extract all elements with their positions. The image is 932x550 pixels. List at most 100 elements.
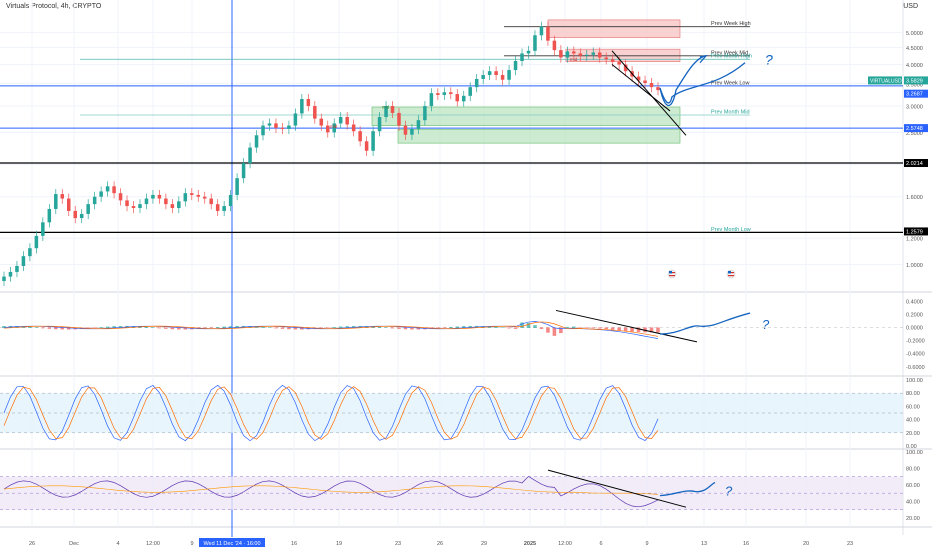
price-tick-label: 4.5000 bbox=[906, 46, 923, 52]
currency-label: USD bbox=[903, 3, 918, 10]
candle-body bbox=[345, 117, 349, 125]
macd-histogram-bar bbox=[267, 327, 272, 328]
level-label: Prev Month Low bbox=[711, 227, 751, 233]
macd-histogram-bar bbox=[559, 327, 563, 334]
macd-trendline bbox=[555, 309, 698, 343]
macd-histogram-bar bbox=[468, 325, 472, 328]
macd-histogram-bar bbox=[410, 327, 414, 330]
candle-body bbox=[274, 123, 278, 128]
macd-histogram-bar bbox=[261, 326, 265, 328]
supply-zone-high bbox=[547, 19, 681, 38]
macd-histogram-bar bbox=[319, 327, 324, 329]
x-tick-label: 12:00 bbox=[558, 541, 572, 547]
stoch-tick-label: 0.00 bbox=[906, 444, 917, 450]
candle-body bbox=[468, 87, 472, 96]
macd-histogram-bar bbox=[384, 327, 388, 328]
macd-tick-label: -0.4000 bbox=[906, 352, 925, 358]
rsi-tick-label: 80.00 bbox=[906, 466, 920, 472]
candle-body bbox=[125, 200, 129, 207]
x-tick-label: 12:00 bbox=[146, 541, 160, 547]
candle-body bbox=[332, 123, 337, 133]
candle-body bbox=[86, 204, 90, 214]
x-tick-label: 16 bbox=[291, 541, 297, 547]
macd-histogram-bar bbox=[630, 327, 634, 332]
x-tick-label: 23 bbox=[847, 541, 853, 547]
macd-histogram-bar bbox=[28, 326, 32, 328]
macd-histogram-bar bbox=[332, 327, 337, 328]
stoch-d-line bbox=[3, 386, 659, 440]
candle-body bbox=[623, 64, 628, 72]
zones-layer bbox=[371, 19, 681, 144]
rsi-projection bbox=[659, 481, 716, 497]
macd-histogram-bar bbox=[539, 327, 544, 329]
x-tick-label: Wed 11 Dec '24 · 16:00 bbox=[203, 541, 260, 547]
candle-body bbox=[403, 125, 408, 135]
x-tick-label: 9 bbox=[645, 541, 648, 547]
macd-histogram-bar bbox=[636, 327, 641, 333]
level-label: Prev Week Low bbox=[711, 80, 749, 86]
projection-arrow-2 bbox=[659, 62, 746, 104]
macd-histogram-bar bbox=[533, 325, 537, 328]
macd-histogram-bar bbox=[287, 327, 291, 330]
projection-arrow-1 bbox=[659, 55, 707, 107]
x-tick-label: 19 bbox=[336, 541, 342, 547]
candle-body bbox=[578, 53, 583, 56]
candle-body bbox=[254, 135, 259, 148]
candle-body bbox=[604, 57, 608, 60]
mid-annotation: mid bbox=[382, 104, 390, 109]
price-tag-text: 2.0214 bbox=[906, 161, 923, 167]
candle-body bbox=[481, 75, 485, 79]
candle-body bbox=[157, 194, 162, 199]
macd-histogram-bar bbox=[526, 323, 531, 328]
candle-body bbox=[423, 106, 427, 121]
macd-projection bbox=[659, 312, 751, 335]
macd-histogram-bar bbox=[377, 326, 382, 328]
macd-histogram-bar bbox=[397, 327, 401, 329]
candle-body bbox=[228, 194, 233, 207]
candle-body bbox=[410, 128, 414, 135]
price-tag-text: 3.5829 bbox=[906, 78, 923, 84]
x-tick-label: 6 bbox=[599, 541, 602, 547]
candles-layer[interactable] bbox=[2, 21, 660, 287]
macd-histogram-bar bbox=[461, 326, 466, 328]
candle-body bbox=[99, 191, 103, 197]
question-mark: ? bbox=[725, 484, 733, 499]
candle-body bbox=[235, 178, 239, 195]
price-tag-text: 3.2687 bbox=[906, 92, 923, 98]
candle-body bbox=[487, 71, 492, 76]
candle-body bbox=[54, 194, 58, 209]
level-label: Prev Month High bbox=[711, 54, 752, 60]
macd-histogram-bar bbox=[351, 325, 356, 328]
macd-tick-label: -0.6000 bbox=[906, 365, 925, 371]
stoch-tick-label: 60.00 bbox=[906, 404, 920, 410]
question-mark: ? bbox=[765, 52, 773, 68]
price-tick-label: 5.0000 bbox=[906, 31, 923, 37]
mid-annotation: mid bbox=[330, 124, 338, 129]
candle-body bbox=[47, 208, 52, 223]
candle-body bbox=[500, 75, 505, 80]
macd-tick-label: 0.0000 bbox=[906, 325, 923, 331]
candle-body bbox=[526, 50, 531, 54]
wedge-lower bbox=[611, 64, 671, 112]
macd-histogram-bar bbox=[144, 326, 149, 328]
macd-histogram-bar bbox=[170, 327, 175, 330]
candle-body bbox=[177, 201, 181, 208]
candle-body bbox=[287, 125, 291, 129]
price-tick-label: 3.0000 bbox=[906, 105, 923, 111]
candle-body bbox=[209, 198, 213, 205]
macd-histogram-bar bbox=[66, 327, 71, 330]
crosshair-time-tag bbox=[199, 538, 265, 547]
candle-body bbox=[60, 194, 65, 199]
macd-histogram-bar bbox=[183, 327, 188, 330]
macd-histogram-bar bbox=[222, 326, 226, 328]
price-tick-label: 4.0000 bbox=[906, 63, 923, 69]
macd-histogram-bar bbox=[552, 327, 557, 336]
candle-body bbox=[21, 256, 26, 267]
question-mark: ? bbox=[762, 317, 770, 332]
rsi-tick-label: 20.00 bbox=[906, 516, 920, 522]
candle-body bbox=[306, 99, 311, 107]
candle-body bbox=[610, 59, 615, 62]
macd-histogram-bar bbox=[47, 327, 52, 329]
candle-body bbox=[144, 198, 149, 205]
